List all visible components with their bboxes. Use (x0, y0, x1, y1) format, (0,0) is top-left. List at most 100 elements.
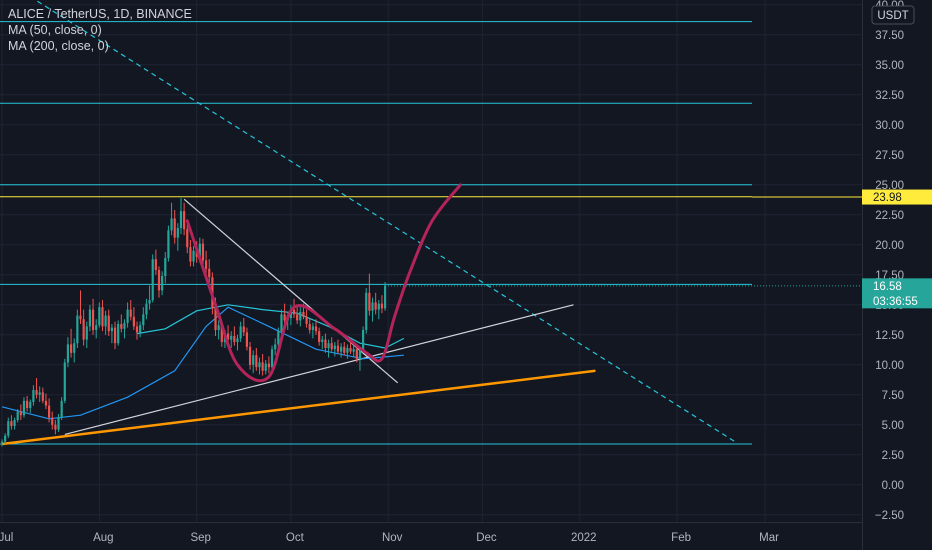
candle (157, 266, 161, 298)
candle-body (154, 259, 157, 270)
y-tick-label: 2.50 (882, 450, 904, 462)
candle-body (148, 300, 151, 304)
candle (311, 322, 314, 339)
candle-body (302, 312, 305, 317)
candle-body (352, 349, 355, 352)
price-badge (862, 189, 932, 205)
candle-body (13, 420, 16, 426)
candle-body (245, 332, 249, 347)
candle (54, 420, 57, 435)
candle-body (126, 309, 129, 323)
candle-body (4, 435, 7, 442)
candle-body (343, 346, 346, 353)
candle-body (22, 400, 26, 416)
candle-body (85, 326, 88, 340)
trendline-support-orange (1, 369, 596, 446)
candle (248, 342, 252, 370)
candle-body (252, 355, 255, 365)
symbol-title[interactable]: ALICE / TetherUS, 1D, BINANCE (8, 7, 192, 21)
candle (280, 309, 283, 335)
currency-label: USDT (877, 10, 908, 22)
candle-body (179, 211, 183, 228)
candle (189, 240, 192, 267)
candle-body (183, 211, 186, 230)
candle-body (255, 355, 258, 368)
x-tick-label: Sep (190, 532, 210, 544)
candle-body (104, 315, 107, 327)
candle-body (296, 314, 299, 321)
candle (22, 397, 26, 418)
candle-body (248, 346, 252, 365)
candle (333, 342, 336, 357)
projection-curve (185, 183, 462, 383)
x-tick-label: Jul (0, 532, 13, 544)
candle-body (192, 250, 195, 262)
candle (205, 250, 208, 274)
candle-body (0, 441, 4, 443)
candle (7, 417, 10, 438)
ma50-line (136, 304, 405, 349)
candle (324, 333, 327, 353)
candle-body (383, 285, 387, 309)
candle-body (176, 228, 179, 238)
candle (245, 327, 249, 351)
candle-body (117, 324, 120, 344)
ma200-legend[interactable]: MA (200, close, 0) (8, 39, 109, 53)
candle-body (336, 345, 340, 352)
candle (117, 320, 120, 346)
y-tick-label: −2.50 (875, 510, 904, 522)
candle (151, 254, 154, 303)
candle (10, 415, 13, 430)
countdown-label: 03:36:55 (873, 296, 918, 308)
candle (82, 309, 85, 346)
candle-body (299, 312, 302, 321)
y-tick-label: 20.00 (875, 240, 904, 252)
candle-body (32, 390, 35, 402)
candle-body (107, 315, 110, 332)
candle-body (73, 343, 76, 353)
candle-body (110, 327, 113, 332)
candle (48, 398, 51, 423)
candle-body (346, 348, 349, 353)
candle (79, 290, 82, 324)
chart-legend: ALICE / TetherUS, 1D, BINANCE MA (50, cl… (8, 6, 192, 54)
candle-body (66, 344, 70, 363)
candle-body (239, 326, 242, 339)
y-tick-label: 35.00 (875, 60, 904, 72)
x-tick-label: Dec (476, 532, 497, 544)
candle-body (374, 302, 377, 310)
candle (383, 282, 387, 311)
candle (349, 342, 352, 354)
candle-body (57, 417, 60, 430)
candle-body (95, 325, 98, 330)
candle-body (261, 362, 264, 371)
candle (113, 321, 117, 350)
candle (135, 321, 139, 340)
candle (179, 198, 183, 234)
candle (362, 326, 365, 353)
candle-body (277, 331, 280, 345)
candle (201, 238, 205, 266)
candle (296, 306, 299, 324)
candle (29, 399, 32, 413)
candle (88, 304, 92, 332)
price-badge-label: 16.58 (873, 281, 902, 293)
candle (330, 337, 333, 352)
x-tick-label: Aug (93, 532, 113, 544)
candle-body (7, 421, 10, 436)
candle-body (292, 309, 296, 315)
candle-body (132, 316, 135, 327)
candle (16, 409, 19, 423)
ma50-legend[interactable]: MA (50, close, 0) (8, 23, 102, 37)
candle-body (330, 343, 333, 350)
candle-body (98, 307, 101, 326)
candle (258, 357, 261, 375)
candle (101, 300, 104, 332)
candle (208, 259, 211, 284)
candle (139, 321, 142, 338)
y-tick-label: 25.00 (875, 180, 904, 192)
candle (142, 307, 145, 330)
candle-body (41, 392, 44, 401)
candle-body (305, 316, 308, 324)
